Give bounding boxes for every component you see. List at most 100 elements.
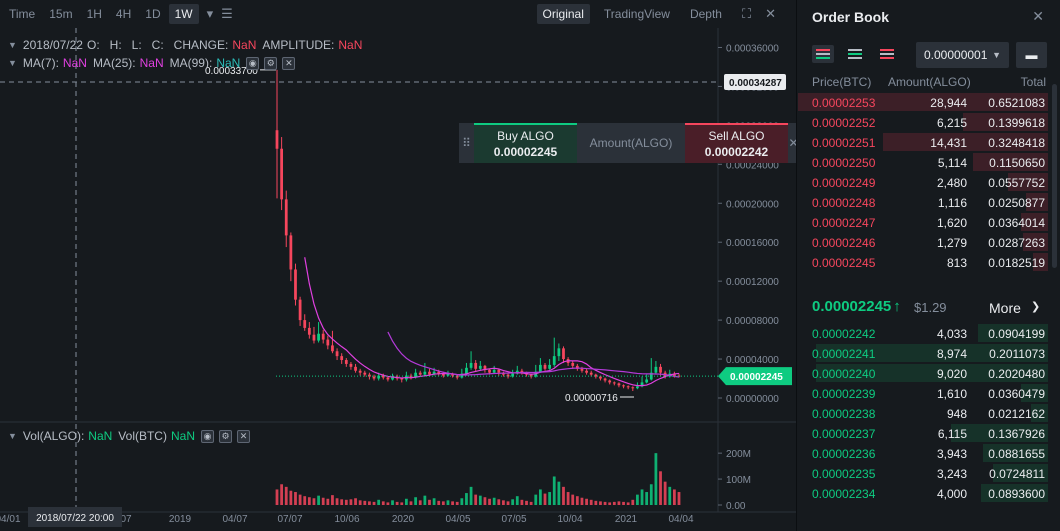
order-book-settings-icon[interactable]: ▬ (1016, 42, 1047, 68)
candle (506, 374, 510, 377)
arrow-up-icon: ↑ (893, 298, 901, 315)
interval-4h[interactable]: 4H (115, 7, 132, 21)
candle (381, 375, 385, 378)
close-icon[interactable]: ✕ (788, 136, 799, 150)
indicator-settings-icon[interactable]: ☰ (221, 6, 233, 21)
buy-label: Buy ALGO (497, 129, 554, 143)
bid-row[interactable]: 0.00002241 8,974 0.2011073 (797, 343, 1060, 363)
chevron-down-icon[interactable]: ▼ (8, 431, 17, 441)
depth-bar (1025, 193, 1048, 211)
chevron-down-icon[interactable]: ▼ (8, 40, 17, 50)
interval-1h[interactable]: 1H (86, 7, 102, 21)
bid-row[interactable]: 0.00002242 4,033 0.0904199 (797, 323, 1060, 343)
volume-bar (455, 501, 459, 505)
price-tick-label: 0.00024000 (726, 160, 779, 171)
bid-total: 0.0904199 (988, 327, 1045, 341)
legend-vol-btc-label: Vol(BTC) (118, 429, 167, 443)
eye-icon[interactable]: ◉ (201, 429, 214, 443)
candle (372, 376, 376, 379)
volume-bar (663, 481, 667, 505)
time-tick-label: 07/07 (277, 514, 302, 525)
eye-icon[interactable]: ◉ (246, 56, 260, 70)
ask-amount: 1,279 (936, 236, 967, 250)
candle (344, 360, 348, 364)
legend-amplitude-label: AMPLITUDE: (262, 38, 335, 52)
settings-icon[interactable]: ⚙ (264, 56, 278, 70)
close-icon[interactable]: ✕ (237, 429, 250, 443)
time-button[interactable]: Time (9, 7, 36, 21)
volume-bar (391, 500, 394, 505)
interval-1d[interactable]: 1D (145, 7, 161, 21)
ask-amount: 6,215 (936, 116, 967, 130)
chevron-down-icon[interactable]: ▼ (8, 58, 17, 68)
price-tick-label: 0.00020000 (726, 199, 779, 210)
col-amount: Amount(ALGO) (888, 75, 971, 89)
asks-only-view-icon[interactable] (876, 45, 898, 63)
interval-1w[interactable]: 1W (168, 4, 199, 24)
close-icon[interactable]: ✕ (282, 56, 296, 70)
amount-input[interactable]: Amount(ALGO) (589, 136, 673, 150)
ask-row[interactable]: 0.00002248 1,116 0.0250877 (797, 192, 1060, 212)
buy-button[interactable]: Buy ALGO 0.00002245 (474, 123, 577, 163)
chevron-right-icon[interactable]: ❯ (1031, 301, 1041, 313)
drag-handle-icon[interactable]: ⠿ (462, 136, 471, 150)
candle (289, 235, 293, 270)
close-icon[interactable]: ✕ (1032, 8, 1044, 24)
sell-label: Sell ALGO (708, 129, 765, 143)
ask-row[interactable]: 0.00002246 1,279 0.0287263 (797, 232, 1060, 252)
bids-only-view-icon[interactable] (844, 45, 866, 63)
bid-row[interactable]: 0.00002234 4,000 0.0893600 (797, 483, 1060, 503)
scrollbar[interactable] (1052, 84, 1057, 268)
ask-row[interactable]: 0.00002249 2,480 0.0557752 (797, 172, 1060, 192)
bid-row[interactable]: 0.00002238 948 0.0212162 (797, 403, 1060, 423)
price-chart[interactable]: 0.000360000.000320000.000280000.00024000… (0, 0, 796, 531)
legend-date: 2018/07/22 (22, 38, 83, 52)
settings-icon[interactable]: ⚙ (219, 429, 232, 443)
ask-row[interactable]: 0.00002251 14,431 0.3248418 (797, 132, 1060, 152)
ask-row[interactable]: 0.00002252 6,215 0.1399618 (797, 112, 1060, 132)
close-chart-icon[interactable]: ✕ (765, 6, 776, 21)
legend-vol-btc-value: NaN (170, 429, 195, 443)
bid-row[interactable]: 0.00002239 1,610 0.0360479 (797, 383, 1060, 403)
candle (520, 370, 524, 373)
view-tab-tradingview[interactable]: TradingView (603, 7, 670, 21)
volume-bar (395, 501, 399, 505)
bid-amount: 1,610 (936, 387, 967, 401)
ask-row[interactable]: 0.00002253 28,944 0.6521083 (797, 92, 1060, 112)
fullscreen-icon[interactable]: ⛶ (741, 6, 752, 21)
volume-bar (511, 499, 515, 505)
interval-dropdown-icon[interactable]: ▾ (206, 6, 214, 21)
legend-ma25-label: MA(25): (92, 56, 136, 70)
depth-bar (815, 364, 1048, 382)
bid-row[interactable]: 0.00002240 9,020 0.2020480 (797, 363, 1060, 383)
volume-bar (594, 500, 598, 505)
ask-total: 0.3248418 (988, 136, 1045, 150)
sell-button[interactable]: Sell ALGO 0.00002242 (685, 123, 788, 163)
ask-price: 0.00002253 (812, 96, 876, 110)
ask-total: 0.1150650 (989, 156, 1045, 170)
precision-select[interactable]: 0.00000001 ▼ (916, 42, 1009, 68)
ask-price: 0.00002252 (812, 116, 876, 130)
ask-amount: 1,116 (937, 196, 967, 210)
last-price-usd: $1.29 (914, 300, 947, 315)
candle (349, 363, 353, 367)
candle (478, 365, 482, 369)
ask-row[interactable]: 0.00002245 813 0.0182519 (797, 252, 1060, 272)
ask-row[interactable]: 0.00002247 1,620 0.0364014 (797, 212, 1060, 232)
view-tab-depth[interactable]: Depth (689, 7, 722, 21)
view-tab-original[interactable]: Original (536, 4, 590, 24)
volume-bar (386, 502, 390, 505)
volume-bar (543, 493, 547, 505)
depth-bar (963, 113, 1048, 131)
bid-row[interactable]: 0.00002236 3,943 0.0881655 (797, 443, 1060, 463)
ask-row[interactable]: 0.00002250 5,114 0.1150650 (797, 152, 1060, 172)
volume-bar (363, 500, 367, 505)
bid-row[interactable]: 0.00002237 6,115 0.1367926 (797, 423, 1060, 443)
candle (437, 371, 441, 374)
volume-bar (307, 497, 311, 505)
bid-row[interactable]: 0.00002235 3,243 0.0724811 (797, 463, 1060, 483)
more-button[interactable]: More (989, 300, 1021, 316)
interval-15m[interactable]: 15m (49, 7, 73, 21)
both-sides-view-icon[interactable] (812, 45, 834, 63)
volume-bar (368, 501, 371, 505)
